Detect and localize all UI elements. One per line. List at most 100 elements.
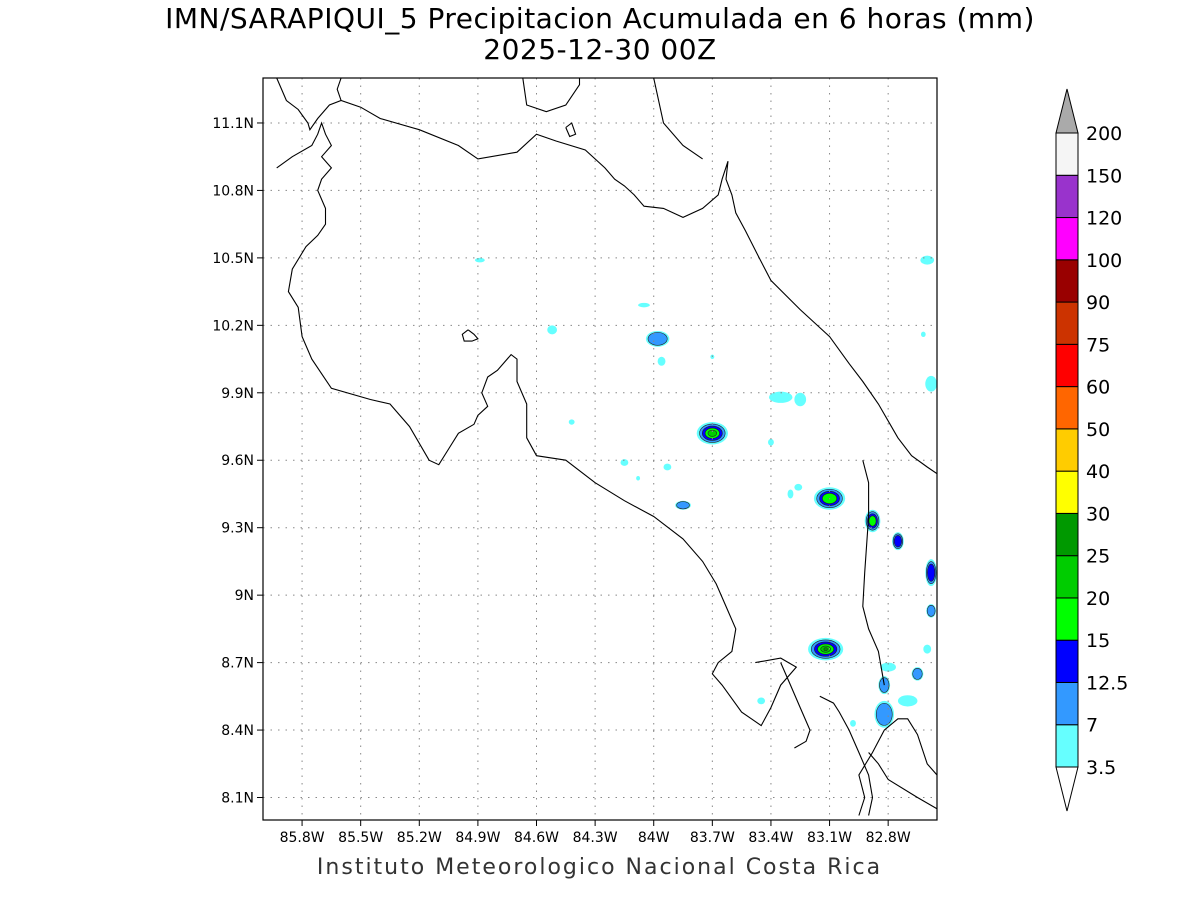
colorbar-label: 200: [1086, 123, 1122, 145]
precip-cell: [657, 356, 666, 366]
x-tick-label: 82.8W: [866, 830, 911, 846]
lake-outline: [461, 329, 479, 342]
precip-cell: [794, 483, 803, 491]
y-tick-label: 9N: [235, 588, 254, 604]
colorbar-label: 40: [1086, 461, 1110, 483]
precip-cell: [787, 489, 794, 499]
y-tick-label: 8.7N: [221, 656, 254, 672]
footer-credit: Instituto Meteorologico Nacional Costa R…: [316, 855, 883, 880]
y-tick-label: 11.1N: [212, 116, 254, 132]
colorbar-swatch: [1055, 386, 1079, 430]
x-tick-label: 85.2W: [397, 830, 442, 846]
coastline: [336, 78, 342, 101]
colorbar-swatch: [1055, 639, 1079, 683]
precip-cell: [823, 647, 828, 651]
colorbar-label: 12.5: [1086, 672, 1128, 694]
coastline: [276, 78, 937, 475]
colorbar-swatch: [1055, 301, 1079, 345]
x-tick-label: 84.9W: [455, 830, 500, 846]
coastline: [522, 78, 581, 113]
precip-cell: [568, 419, 575, 425]
precip-cell: [638, 302, 650, 308]
x-tick-label: 84.3W: [573, 830, 618, 846]
chart-subtitle: 2025-12-30 00Z: [483, 33, 717, 66]
colorbar-label: 120: [1086, 208, 1122, 230]
colorbar-label: 3.5: [1086, 757, 1116, 779]
colorbar-swatch: [1055, 343, 1079, 388]
precip-cell: [850, 719, 856, 727]
precip-cell: [868, 515, 877, 527]
coastline: [276, 121, 798, 727]
colorbar-over-arrow: [1055, 88, 1079, 134]
x-tick-label: 83.4W: [748, 830, 793, 846]
precip-cell: [707, 429, 718, 437]
precip-cell: [925, 375, 937, 392]
precip-cell: [676, 501, 690, 510]
precip-cell: [620, 459, 629, 466]
lake-outline: [565, 122, 577, 138]
precip-cell: [663, 463, 672, 471]
colorbar-swatch: [1055, 555, 1079, 599]
colorbar-label: 25: [1086, 546, 1110, 568]
precip-cell: [927, 563, 936, 582]
x-tick-label: 85.8W: [280, 830, 325, 846]
coastline: [858, 718, 937, 816]
x-tick-label: 84W: [638, 830, 670, 846]
coastline: [653, 78, 703, 160]
precip-cell: [875, 702, 893, 726]
colorbar-label: 100: [1086, 250, 1122, 272]
colorbar-label: 150: [1086, 165, 1122, 187]
colorbar-label: 15: [1086, 630, 1110, 652]
precip-cell: [768, 391, 793, 403]
colorbar-label: 75: [1086, 334, 1110, 356]
colorbar-label: 30: [1086, 503, 1110, 525]
precip-cell: [647, 332, 668, 346]
colorbar-swatch: [1055, 259, 1079, 303]
precip-cell: [923, 644, 932, 654]
precip-cell: [912, 668, 923, 680]
y-tick-label: 10.2N: [212, 318, 254, 334]
precip-cell: [794, 392, 807, 407]
colorbar-swatch: [1055, 597, 1079, 641]
precip-cell: [926, 605, 936, 617]
colorbar-swatch: [1055, 428, 1079, 472]
precip-cell: [893, 535, 902, 548]
precip-cell: [547, 325, 558, 335]
precip-cell: [897, 695, 918, 707]
y-tick-label: 9.6N: [221, 453, 254, 469]
colorbar-swatch: [1055, 681, 1079, 726]
precip-cell: [757, 697, 766, 705]
x-tick-label: 84.6W: [514, 830, 559, 846]
precip-cell: [636, 475, 641, 481]
y-tick-label: 8.4N: [221, 723, 254, 739]
colorbar-swatch: [1055, 132, 1079, 176]
colorbar-swatch: [1055, 217, 1079, 261]
plot-frame: [262, 77, 938, 821]
x-tick-label: 83.1W: [807, 830, 852, 846]
colorbar-swatch: [1055, 470, 1079, 514]
precip-cell: [880, 662, 896, 672]
colorbar-swatch: [1055, 174, 1079, 219]
colorbar-label: 20: [1086, 588, 1110, 610]
precip-cell: [474, 257, 485, 263]
coastline: [862, 460, 885, 686]
precip-cell: [768, 438, 774, 446]
colorbar-swatch: [1055, 512, 1079, 557]
coastline: [868, 752, 937, 810]
chart-title: IMN/SARAPIQUI_5 Precipitacion Acumulada …: [165, 2, 1035, 35]
colorbar-swatch: [1055, 724, 1079, 768]
colorbar-label: 60: [1086, 377, 1110, 399]
y-tick-label: 9.3N: [221, 521, 254, 537]
colorbar-under-arrow: [1055, 766, 1079, 812]
colorbar-label: 7: [1086, 715, 1098, 737]
colorbar-label: 50: [1086, 419, 1110, 441]
y-tick-label: 10.8N: [212, 183, 254, 199]
x-tick-label: 85.5W: [338, 830, 383, 846]
coastline: [819, 695, 874, 816]
precip-cell: [920, 331, 926, 338]
y-tick-label: 9.9N: [221, 386, 254, 402]
colorbar-label: 90: [1086, 292, 1110, 314]
y-tick-label: 10.5N: [212, 251, 254, 267]
coastline: [780, 662, 811, 749]
